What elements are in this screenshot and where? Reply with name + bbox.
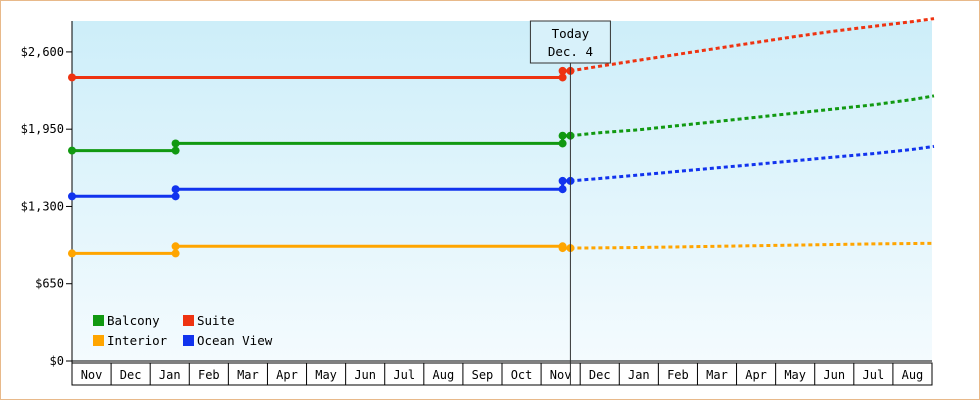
x-tick-label: May (315, 368, 337, 382)
series-point (558, 139, 567, 148)
legend-label: Interior (107, 333, 168, 348)
x-tick-label: Apr (745, 368, 767, 382)
series-point (171, 242, 180, 251)
x-axis: Nov Dec Jan Feb Mar Apr May Jun Jul Aug Sep Oct Nov D… (71, 360, 933, 386)
legend-swatch (183, 315, 194, 326)
x-tick-label: Jun (354, 368, 376, 382)
x-tick-label: Mar (237, 368, 259, 382)
legend-swatch (93, 335, 104, 346)
series-point (68, 192, 76, 201)
x-tick-label: Feb (198, 368, 220, 382)
series-point (558, 244, 567, 253)
series-point (68, 249, 76, 258)
series-point (558, 131, 567, 140)
series-forecast-line (570, 94, 935, 138)
series-point (558, 66, 567, 75)
series-layer (68, 17, 935, 258)
y-axis: $0 $650 $1,300 $1,950 $2,600 (21, 21, 73, 385)
series-point (171, 185, 180, 194)
series-point (558, 185, 567, 194)
x-tick-label: Jul (863, 368, 885, 382)
y-tick-label: $1,950 (21, 122, 64, 136)
x-tick-label: Dec (589, 368, 611, 382)
series-point (171, 249, 180, 258)
legend-label: Ocean View (197, 333, 273, 348)
legend: Balcony Suite Interior Ocean View (93, 313, 273, 348)
series-point (558, 73, 567, 82)
legend-swatch (93, 315, 104, 326)
x-tick-label: Apr (276, 368, 298, 382)
y-tick-label: $650 (35, 277, 64, 291)
today-date: Dec. 4 (548, 44, 593, 59)
series-forecast-line (570, 17, 935, 73)
legend-label: Suite (197, 313, 235, 328)
series-point (171, 146, 180, 155)
plot-background (72, 21, 932, 361)
series-point (171, 139, 180, 148)
series-forecast-line (570, 241, 935, 250)
today-marker: Today Dec. 4 (529, 20, 611, 385)
x-tick-label: Mar (706, 368, 728, 382)
series-suite (68, 17, 935, 82)
today-label: Today (552, 26, 590, 41)
series-point (68, 146, 76, 155)
series-point (558, 176, 567, 185)
x-tick-label: Oct (511, 368, 533, 382)
y-tick-label: $1,300 (21, 199, 64, 213)
x-tick-label: Nov (550, 368, 572, 382)
x-tick-label: Nov (81, 368, 103, 382)
x-tick-label: Aug (433, 368, 455, 382)
x-tick-label: Jul (393, 368, 415, 382)
legend-swatch (183, 335, 194, 346)
y-tick-label: $2,600 (21, 45, 64, 59)
series-point (171, 192, 180, 201)
x-tick-label: Jan (159, 368, 181, 382)
series-point (68, 73, 76, 82)
today-box (529, 20, 611, 64)
x-tick-label: Dec (120, 368, 142, 382)
x-tick-label: Feb (667, 368, 689, 382)
x-tick-label: Jun (823, 368, 845, 382)
x-tick-label: Jan (628, 368, 650, 382)
x-tick-label: Aug (902, 368, 924, 382)
legend-label: Balcony (107, 313, 160, 328)
x-tick-label: Sep (472, 368, 494, 382)
series-forecast-line (570, 144, 935, 183)
y-tick-label: $0 (50, 354, 64, 368)
x-tick-label: May (784, 368, 806, 382)
series-ocean-view (68, 144, 935, 201)
